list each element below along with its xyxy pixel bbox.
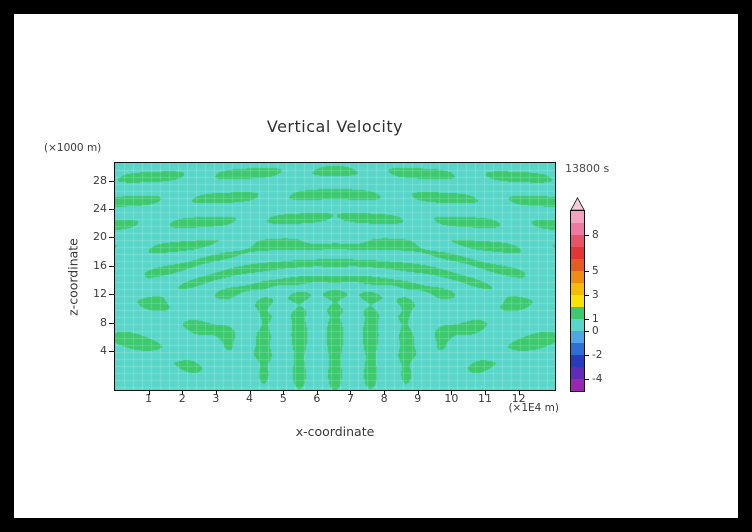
colorbar-tick-label: 3	[592, 289, 599, 301]
colorbar-segment	[571, 295, 584, 307]
x-tick-label: 6	[313, 392, 321, 405]
x-tick-mark	[451, 390, 453, 395]
x-tick-mark	[316, 390, 318, 395]
colorbar-segment	[571, 355, 584, 367]
x-axis-unit: (×1E4 m)	[508, 402, 559, 414]
y-axis-unit: (×1000 m)	[44, 142, 102, 154]
colorbar-segment	[571, 331, 584, 343]
heatmap-field	[115, 163, 555, 390]
x-tick-label: 3	[212, 392, 220, 405]
x-tick-label: 2	[178, 392, 186, 405]
x-tick-label: 5	[279, 392, 287, 405]
x-tick-label: 12	[511, 392, 526, 405]
colorbar-segment	[571, 271, 584, 283]
y-tick-mark	[109, 237, 114, 239]
y-tick-label: 16	[93, 258, 107, 272]
y-tick-mark	[109, 265, 114, 267]
colorbar-segment	[571, 283, 584, 295]
y-tick-mark	[109, 350, 114, 352]
colorbar-tick-label: 5	[592, 265, 599, 277]
y-tick-label: 20	[93, 230, 107, 244]
colorbar-tick-mark	[585, 331, 589, 332]
x-tick-mark	[384, 390, 386, 395]
colorbar-segment	[571, 235, 584, 247]
x-tick-mark	[215, 390, 217, 395]
colorbar-segment	[571, 379, 584, 391]
colorbar-tick-label: 0	[592, 325, 599, 337]
colorbar-arrow-icon	[570, 197, 585, 211]
x-tick-mark	[518, 390, 520, 395]
x-tick-label: 1	[145, 392, 153, 405]
x-tick-label: 9	[414, 392, 422, 405]
colorbar-segment	[571, 211, 584, 223]
colorbar-scale	[570, 210, 585, 392]
y-tick-label: 8	[100, 315, 107, 329]
y-axis-title-text: z-coordinate	[65, 237, 81, 316]
x-tick-mark	[485, 390, 487, 395]
colorbar-segment	[571, 307, 584, 319]
x-tick-mark	[350, 390, 352, 395]
colorbar-tick-mark	[585, 235, 589, 236]
colorbar-segment	[571, 259, 584, 271]
x-tick-mark	[148, 390, 150, 395]
colorbar-tick-label: 8	[592, 229, 599, 241]
y-tick-mark	[109, 209, 114, 211]
colorbar-tick-mark	[585, 319, 589, 320]
figure-canvas: Vertical Velocity (×1000 m) z-coordinate…	[14, 14, 738, 518]
colorbar-segment	[571, 319, 584, 331]
x-tick-mark	[249, 390, 251, 395]
x-tick-label: 7	[346, 392, 354, 405]
x-axis-title: x-coordinate	[295, 424, 375, 439]
colorbar-segment	[571, 223, 584, 235]
page-title: Vertical Velocity	[266, 117, 404, 136]
x-tick-label: 10	[444, 392, 459, 405]
colorbar-tick-mark	[585, 355, 589, 356]
x-tick-label: 11	[478, 392, 493, 405]
y-tick-label: 28	[93, 173, 107, 187]
x-tick-label: 4	[246, 392, 254, 405]
x-tick-mark	[283, 390, 285, 395]
time-stamp-label: 13800 s	[565, 162, 610, 175]
y-tick-mark	[109, 294, 114, 296]
colorbar-tick-mark	[585, 271, 589, 272]
colorbar: 8 5 3 1 0 -2 -4	[570, 197, 640, 397]
y-tick-label: 12	[93, 287, 107, 301]
x-tick-mark	[417, 390, 419, 395]
colorbar-segment	[571, 367, 584, 379]
colorbar-tick-label: -2	[592, 349, 603, 361]
colorbar-tick-mark	[585, 379, 589, 380]
y-tick-label: 24	[93, 202, 107, 216]
x-tick-label: 8	[380, 392, 388, 405]
y-tick-mark	[109, 180, 114, 182]
colorbar-segment	[571, 247, 584, 259]
colorbar-tick-label: 1	[592, 313, 599, 325]
heatmap-plot	[114, 162, 556, 391]
x-tick-mark	[182, 390, 184, 395]
colorbar-segment	[571, 343, 584, 355]
colorbar-tick-label: -4	[592, 373, 603, 385]
colorbar-tick-mark	[585, 295, 589, 296]
y-tick-label: 4	[100, 343, 107, 357]
y-tick-mark	[109, 322, 114, 324]
